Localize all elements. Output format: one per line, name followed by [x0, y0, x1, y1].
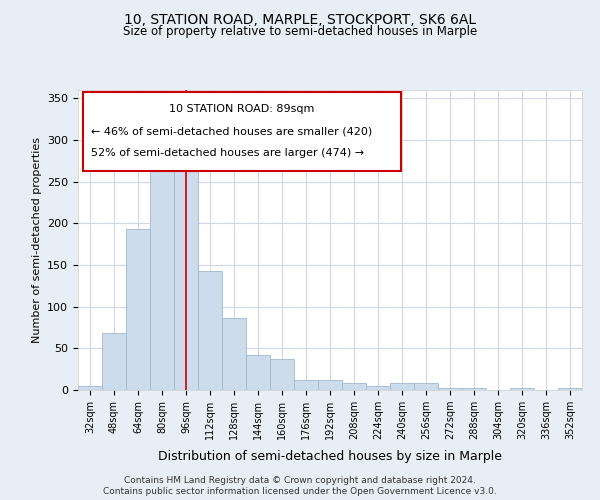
Text: ← 46% of semi-detached houses are smaller (420): ← 46% of semi-detached houses are smalle…: [91, 126, 372, 136]
Bar: [270, 359, 294, 390]
Bar: [78, 386, 102, 390]
FancyBboxPatch shape: [83, 92, 401, 171]
Text: 52% of semi-detached houses are larger (474) →: 52% of semi-detached houses are larger (…: [91, 148, 364, 158]
Bar: [390, 382, 414, 390]
Bar: [342, 382, 366, 390]
Text: Contains public sector information licensed under the Open Government Licence v3: Contains public sector information licen…: [103, 487, 497, 496]
Bar: [366, 386, 390, 390]
Bar: [414, 382, 438, 390]
Text: Size of property relative to semi-detached houses in Marple: Size of property relative to semi-detach…: [123, 25, 477, 38]
Bar: [438, 388, 462, 390]
Bar: [318, 380, 342, 390]
X-axis label: Distribution of semi-detached houses by size in Marple: Distribution of semi-detached houses by …: [158, 450, 502, 464]
Bar: [174, 152, 198, 390]
Bar: [510, 388, 534, 390]
Y-axis label: Number of semi-detached properties: Number of semi-detached properties: [32, 137, 41, 343]
Bar: [102, 334, 126, 390]
Bar: [462, 388, 486, 390]
Bar: [126, 229, 150, 390]
Bar: [294, 380, 318, 390]
Bar: [558, 388, 582, 390]
Bar: [198, 271, 222, 390]
Text: Contains HM Land Registry data © Crown copyright and database right 2024.: Contains HM Land Registry data © Crown c…: [124, 476, 476, 485]
Bar: [222, 318, 246, 390]
Text: 10, STATION ROAD, MARPLE, STOCKPORT, SK6 6AL: 10, STATION ROAD, MARPLE, STOCKPORT, SK6…: [124, 12, 476, 26]
Text: 10 STATION ROAD: 89sqm: 10 STATION ROAD: 89sqm: [169, 104, 314, 114]
Bar: [150, 152, 174, 390]
Bar: [246, 355, 270, 390]
